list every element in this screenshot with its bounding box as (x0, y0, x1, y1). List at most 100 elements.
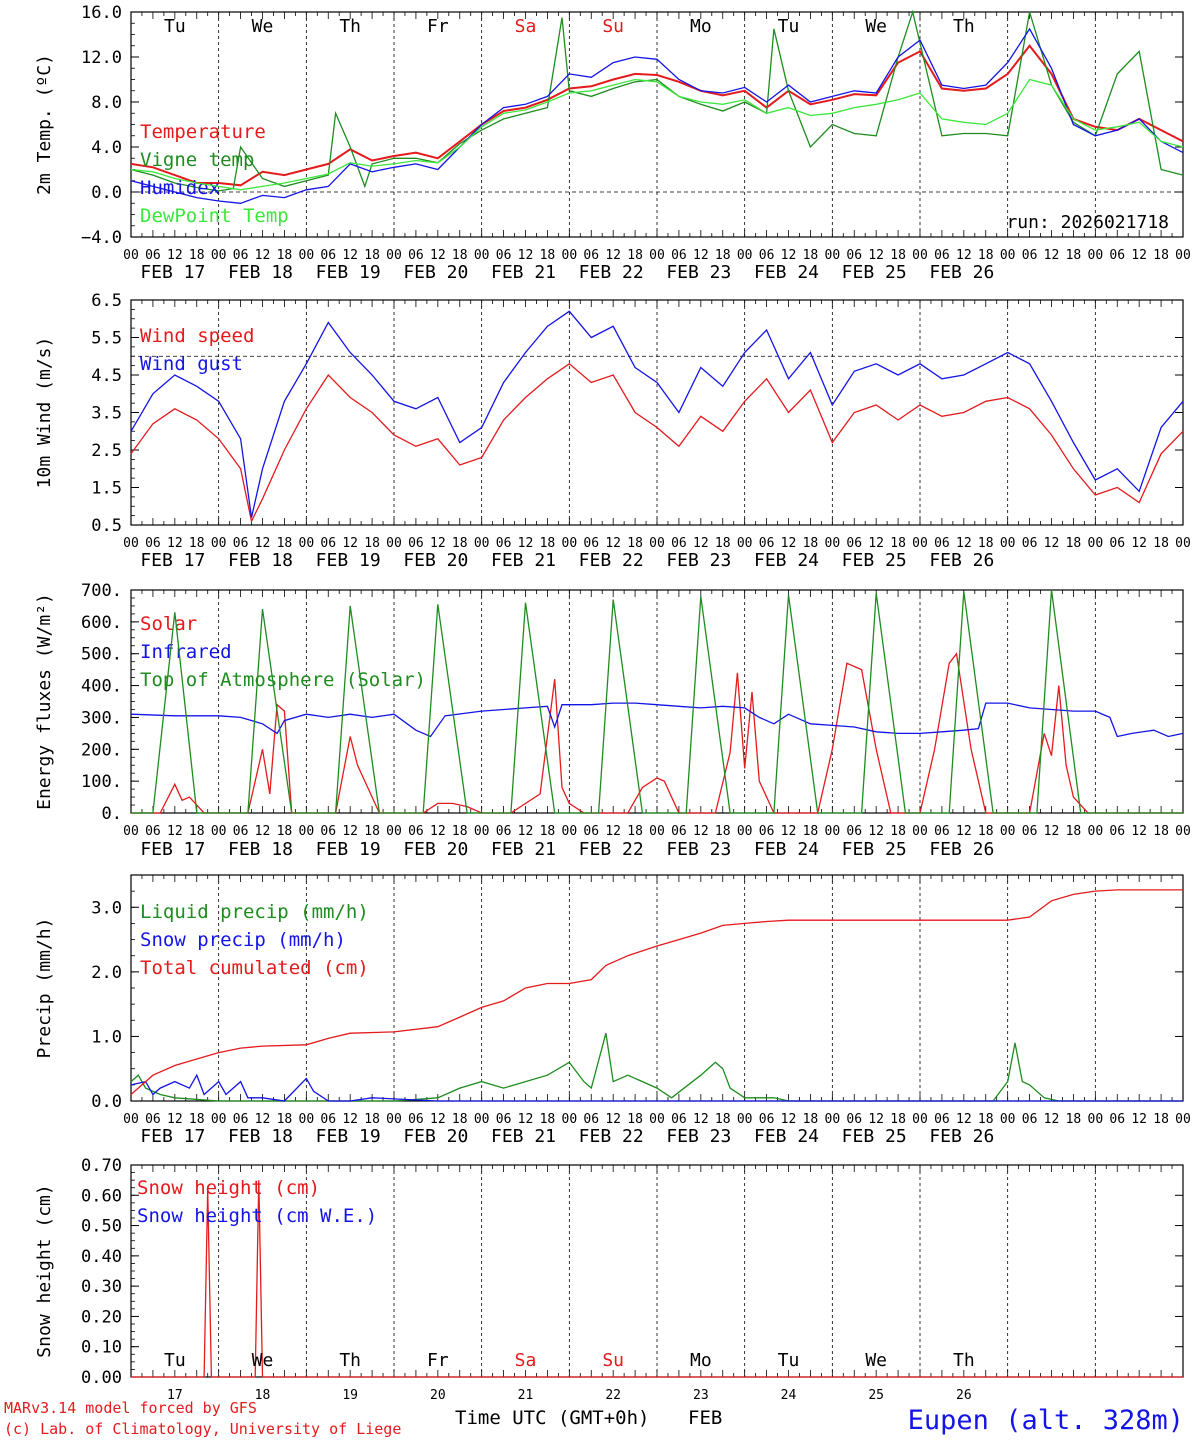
hour-tick-label: 06 (671, 1112, 687, 1127)
date-label: FEB 22 (579, 550, 644, 571)
hour-tick-label: 18 (277, 536, 293, 551)
day-name-label: Su (602, 16, 624, 37)
day-number-label: 26 (956, 1388, 972, 1403)
model-credit: MARv3.14 model forced by GFS (4, 1399, 257, 1417)
hour-tick-label: 06 (145, 824, 161, 839)
hour-tick-label: 00 (1088, 824, 1104, 839)
y-tick-label: 4.5 (91, 366, 122, 386)
y-tick-label: 500. (81, 645, 122, 665)
hour-tick-label: 12 (255, 824, 271, 839)
hour-tick-label: 12 (430, 536, 446, 551)
hour-tick-label: 06 (320, 1112, 336, 1127)
date-label: FEB 22 (579, 839, 644, 860)
hour-tick-label: 18 (540, 536, 556, 551)
lab-credit: (c) Lab. of Climatology, University of L… (4, 1420, 401, 1438)
day-name-label: We (865, 16, 887, 37)
date-label: FEB 21 (491, 262, 556, 283)
y-tick-label: 6.5 (91, 291, 122, 311)
hour-tick-label: 12 (342, 248, 358, 263)
y-tick-label: 2.5 (91, 441, 122, 461)
series-line-top-of-atmosphere-solar- (131, 589, 1183, 814)
hour-tick-label: 00 (912, 1112, 928, 1127)
hour-tick-label: 06 (496, 248, 512, 263)
legend-entry: Solar (140, 613, 197, 635)
hour-tick-label: 18 (890, 1112, 906, 1127)
hour-tick-label: 06 (1022, 824, 1038, 839)
day-name-label: Fr (427, 16, 449, 37)
hour-tick-label: 18 (452, 248, 468, 263)
hour-tick-label: 12 (605, 1112, 621, 1127)
hour-tick-label: 00 (123, 248, 139, 263)
panel-5: 0.00 0.10 0.20 0.30 0.40 0.50 0.60 0.70 Snow hei… (34, 1156, 1184, 1403)
day-number-label: 18 (255, 1388, 271, 1403)
hour-tick-label: 00 (1000, 1112, 1016, 1127)
hour-tick-label: 18 (627, 824, 643, 839)
y-tick-label: 5.5 (91, 329, 122, 349)
hour-tick-label: 00 (825, 1112, 841, 1127)
y-tick-label: 3.5 (91, 404, 122, 424)
hour-tick-label: 18 (715, 1112, 731, 1127)
y-axis-label: 10m Wind (m/s) (34, 337, 55, 489)
date-label: FEB 22 (579, 262, 644, 283)
hour-tick-label: 18 (803, 248, 819, 263)
hour-tick-label: 06 (408, 1112, 424, 1127)
hour-tick-label: 06 (583, 536, 599, 551)
hour-tick-label: 00 (211, 248, 227, 263)
hour-tick-label: 00 (1175, 536, 1191, 551)
hour-tick-label: 18 (1153, 824, 1169, 839)
day-name-label: Tu (778, 16, 800, 37)
date-label: FEB 25 (842, 262, 907, 283)
hour-tick-label: 00 (1175, 824, 1191, 839)
hour-tick-label: 06 (233, 1112, 249, 1127)
date-label: FEB 19 (316, 550, 381, 571)
hour-tick-label: 06 (496, 536, 512, 551)
hour-tick-label: 18 (189, 824, 205, 839)
hour-tick-label: 12 (1131, 1112, 1147, 1127)
hour-tick-label: 06 (583, 248, 599, 263)
hour-tick-label: 00 (1175, 248, 1191, 263)
y-tick-label: 0.60 (81, 1186, 122, 1206)
hour-tick-label: 12 (868, 536, 884, 551)
hour-tick-label: 18 (978, 248, 994, 263)
hour-tick-label: 00 (1088, 536, 1104, 551)
hour-tick-label: 00 (386, 536, 402, 551)
hour-tick-label: 06 (233, 248, 249, 263)
hour-tick-label: 12 (167, 248, 183, 263)
hour-tick-label: 06 (934, 536, 950, 551)
y-tick-label: 1.5 (91, 479, 122, 499)
hour-tick-label: 12 (868, 824, 884, 839)
day-name-label: Th (953, 16, 975, 37)
hour-tick-label: 18 (1153, 1112, 1169, 1127)
hour-tick-label: 12 (518, 536, 534, 551)
hour-tick-label: 12 (693, 824, 709, 839)
legend-entry: DewPoint Temp (140, 205, 289, 227)
hour-tick-label: 12 (342, 536, 358, 551)
hour-tick-label: 00 (123, 824, 139, 839)
hour-tick-label: 18 (277, 1112, 293, 1127)
hour-tick-label: 00 (649, 1112, 665, 1127)
y-tick-label: 700. (81, 581, 122, 601)
hour-tick-label: 18 (452, 824, 468, 839)
date-label: FEB 26 (929, 550, 994, 571)
hour-tick-label: 06 (496, 824, 512, 839)
day-name-label: We (865, 1350, 887, 1371)
y-tick-label: 0.20 (81, 1307, 122, 1327)
hour-tick-label: 06 (145, 536, 161, 551)
date-label: FEB 23 (666, 1126, 731, 1147)
hour-tick-label: 12 (781, 1112, 797, 1127)
hour-tick-label: 06 (1022, 248, 1038, 263)
day-number-label: 24 (781, 1388, 797, 1403)
x-axis-label: Time UTC (GMT+0h) (455, 1407, 649, 1429)
hour-tick-label: 06 (1022, 1112, 1038, 1127)
legend-entry: Humidex (140, 177, 220, 199)
series-line-solar (131, 652, 1183, 814)
hour-tick-label: 12 (255, 1112, 271, 1127)
hour-tick-label: 12 (781, 824, 797, 839)
hour-tick-label: 12 (605, 824, 621, 839)
hour-tick-label: 18 (627, 1112, 643, 1127)
hour-tick-label: 18 (452, 1112, 468, 1127)
day-name-label: Mo (690, 16, 712, 37)
hour-tick-label: 00 (1175, 1112, 1191, 1127)
legend-entry: Top of Atmosphere (Solar) (140, 669, 426, 691)
series-line-infrared (130, 702, 1184, 738)
